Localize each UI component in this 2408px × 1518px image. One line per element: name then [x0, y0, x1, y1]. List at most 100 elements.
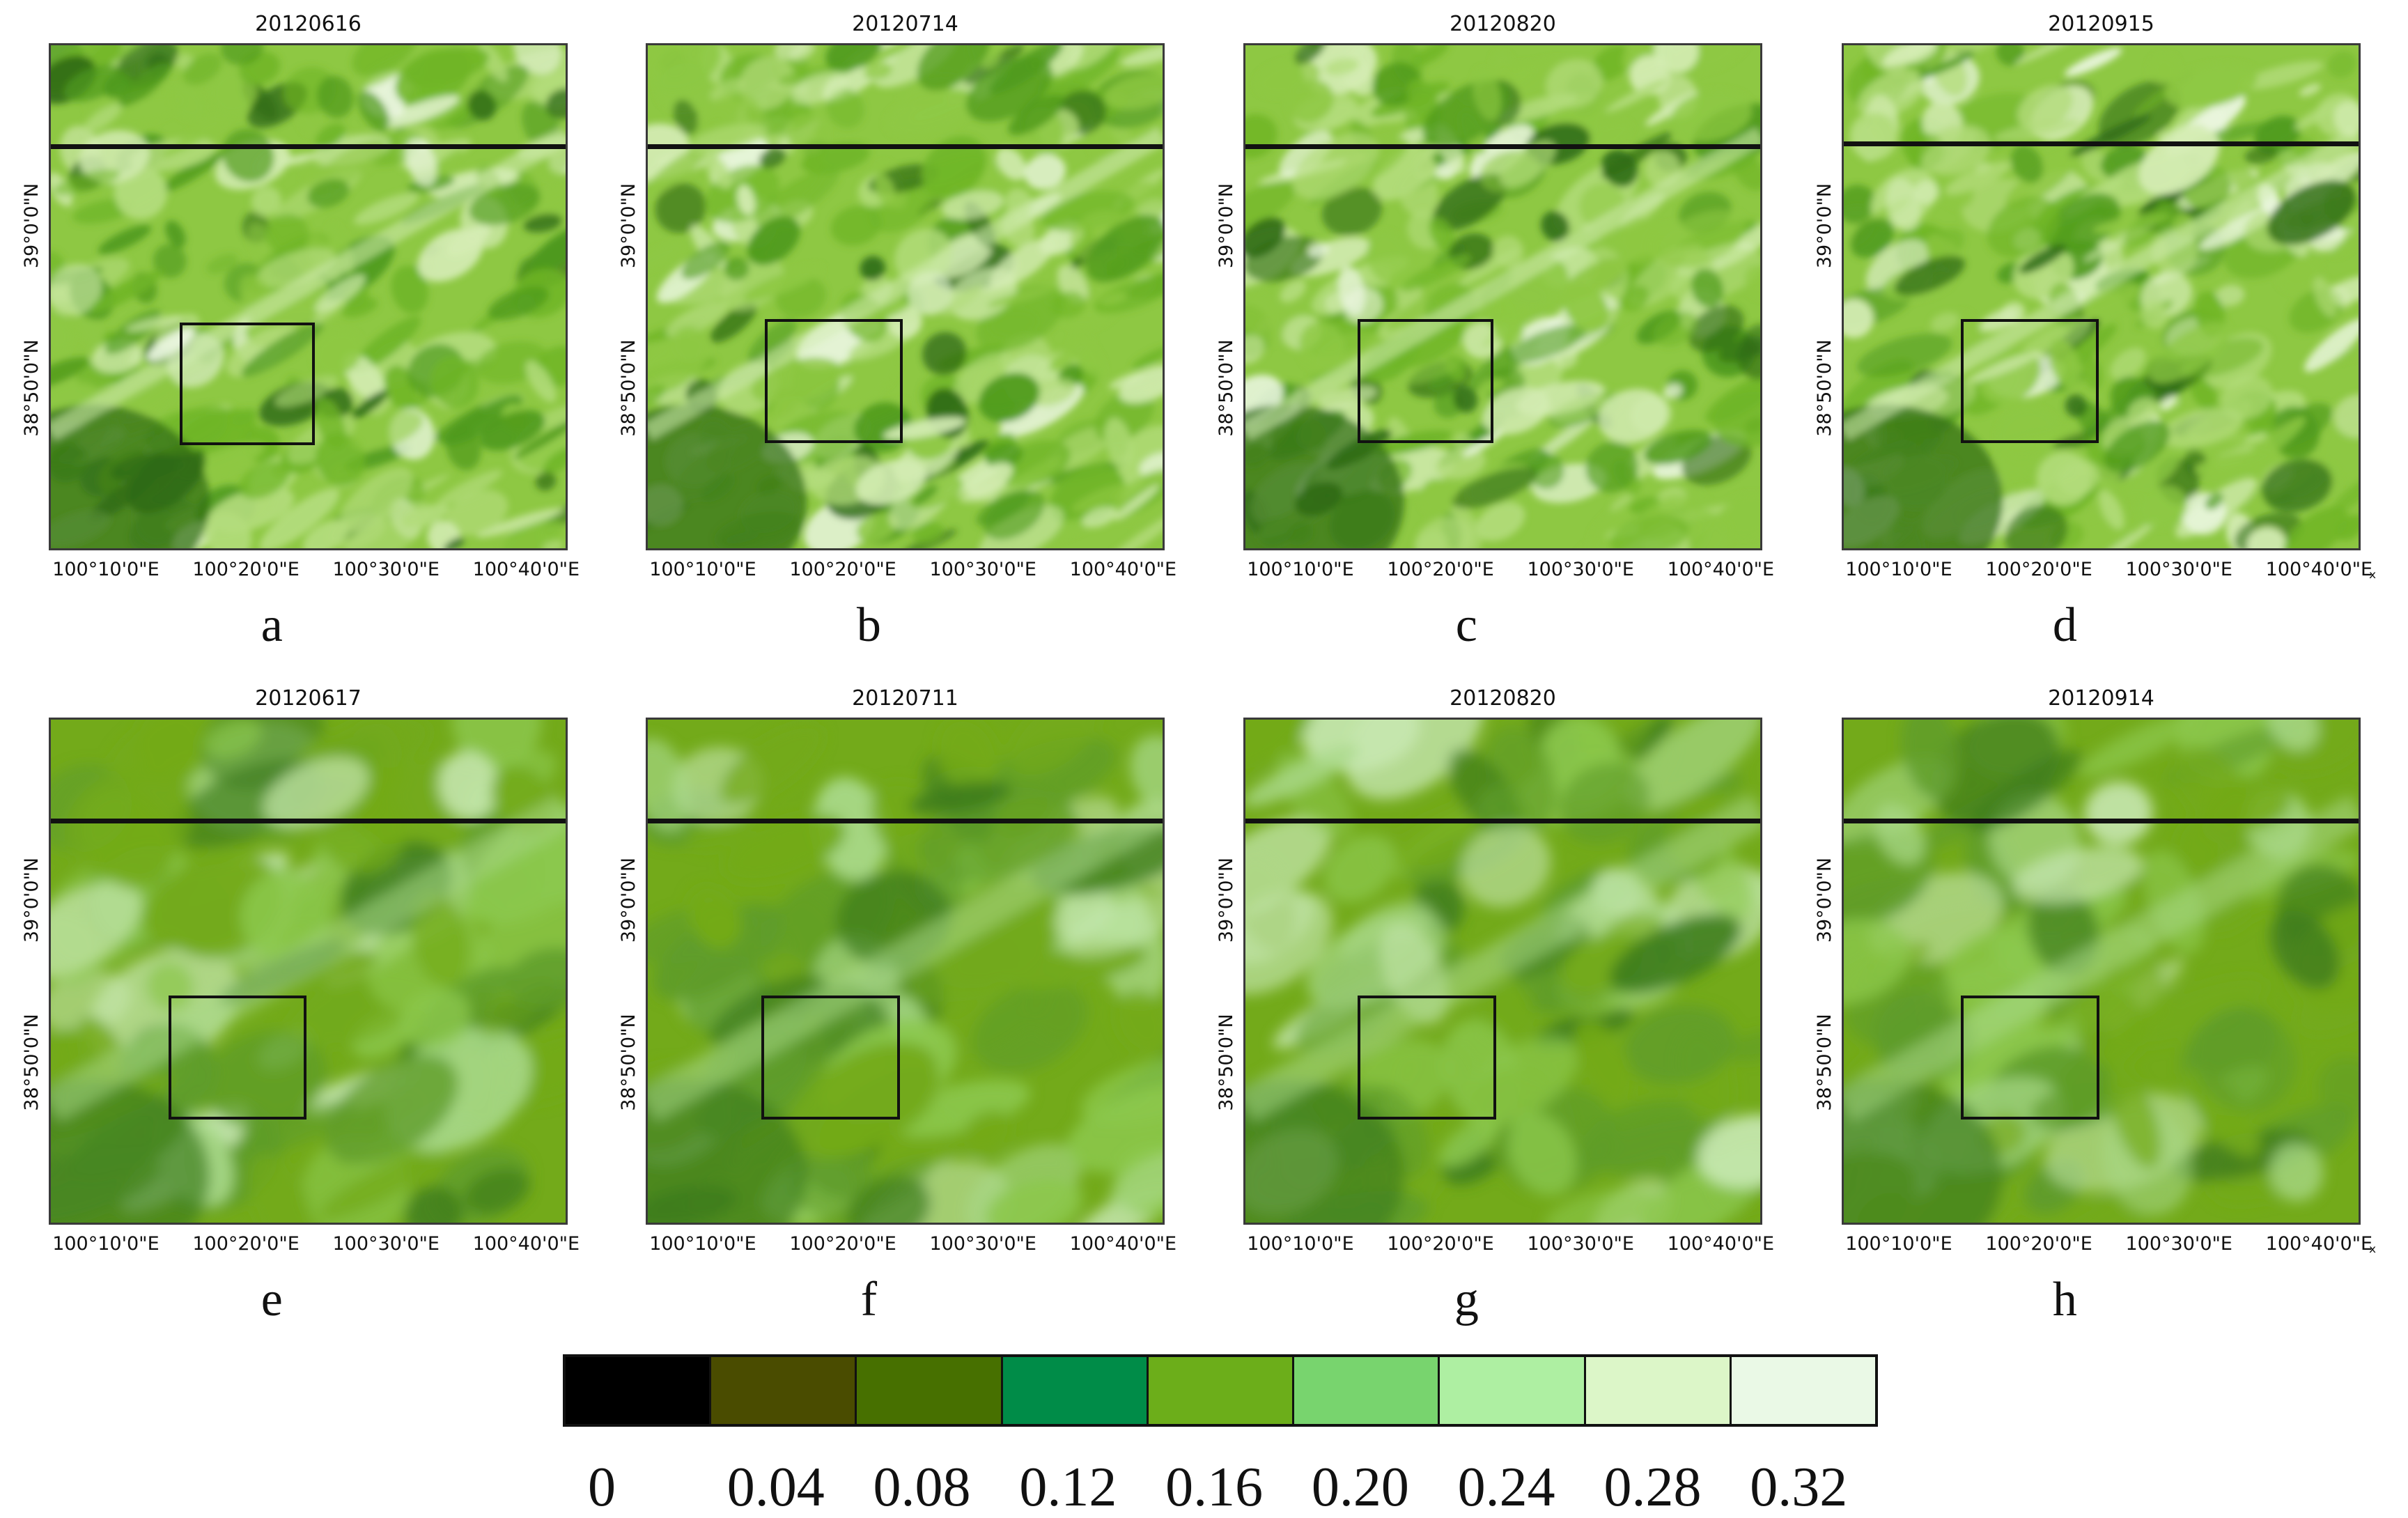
lat-tick-label: 39°0'0"N	[618, 857, 639, 943]
lon-tick-label: 100°30'0"E	[929, 559, 1036, 580]
lat-tick-label: 38°50'0"N	[618, 1014, 639, 1111]
colorbar-swatch	[711, 1357, 857, 1424]
lat-tick-label: 39°0'0"N	[1215, 183, 1237, 269]
boundary-line	[1245, 819, 1760, 823]
lon-tick-label: 100°20'0"E	[1985, 559, 2092, 580]
map-raster-b	[648, 45, 1163, 548]
lon-tick-label: 100°30'0"E	[929, 1233, 1036, 1255]
study-area-box	[1961, 996, 2099, 1120]
lon-tick-label: 100°10'0"E	[1247, 1233, 1354, 1255]
lon-tick-label: 100°20'0"E	[1387, 1233, 1494, 1255]
panel-title-a: 20120616	[255, 12, 362, 36]
lon-tick-label: 100°40'0"E	[1667, 1233, 1775, 1255]
map-raster-f	[648, 720, 1163, 1223]
lon-tick-label: 100°10'0"E	[52, 559, 160, 580]
lat-tick-label: 38°50'0"N	[21, 1014, 42, 1111]
map-panel-c	[1243, 43, 1762, 550]
lat-tick-label: 38°50'0"N	[618, 339, 639, 437]
lon-tick-label: 100°40'0"E	[1667, 559, 1775, 580]
lon-tick-label: 100°40'0"E	[2265, 1233, 2373, 1255]
panel-title-c: 20120820	[1450, 12, 1556, 36]
lon-tick-label: 100°30'0"E	[2125, 1233, 2232, 1255]
lon-tick-label: 100°20'0"E	[192, 1233, 300, 1255]
colorbar-tick-label: 0.28	[1603, 1457, 1702, 1518]
boundary-line	[51, 144, 566, 149]
panel-letter-e: e	[261, 1273, 283, 1326]
study-area-box	[761, 996, 900, 1120]
study-area-box	[1358, 996, 1496, 1120]
lat-tick-label: 39°0'0"N	[1814, 183, 1835, 269]
lat-tick-label: 39°0'0"N	[618, 183, 639, 269]
boundary-line	[648, 819, 1163, 823]
colorbar-tick-label: 0.04	[727, 1457, 825, 1518]
study-area-box	[180, 323, 315, 445]
map-raster-c	[1245, 45, 1760, 548]
lon-tick-label: 100°30'0"E	[1527, 1233, 1634, 1255]
colorbar-swatch	[1440, 1357, 1586, 1424]
panel-letter-b: b	[856, 598, 881, 652]
colorbar-tick-label: 0.24	[1457, 1457, 1555, 1518]
colorbar-tick-label: 0.08	[873, 1457, 971, 1518]
boundary-line	[648, 144, 1163, 149]
study-area-box	[169, 996, 306, 1120]
map-panel-g	[1243, 718, 1762, 1225]
lon-tick-label: 100°10'0"E	[1845, 559, 1952, 580]
colorbar-tick-label: 0.12	[1019, 1457, 1117, 1518]
panel-title-h: 20120914	[2048, 686, 2154, 711]
lat-tick-label: 38°50'0"N	[1814, 1014, 1835, 1111]
lon-tick-label: 100°40'0"E	[1069, 559, 1177, 580]
stray-mark: ₓ	[2368, 1236, 2377, 1257]
lon-tick-label: 100°30'0"E	[2125, 559, 2232, 580]
map-raster-a	[51, 45, 566, 548]
lat-tick-label: 39°0'0"N	[1814, 857, 1835, 943]
map-panel-e	[49, 718, 568, 1225]
colorbar-swatch	[1294, 1357, 1440, 1424]
panel-title-b: 20120714	[852, 12, 958, 36]
map-raster-h	[1844, 720, 2359, 1223]
lon-tick-label: 100°20'0"E	[789, 1233, 896, 1255]
boundary-line	[1245, 144, 1760, 149]
lat-tick-label: 38°50'0"N	[1215, 339, 1237, 437]
lon-tick-label: 100°40'0"E	[1069, 1233, 1177, 1255]
colorbar-swatch	[1002, 1357, 1149, 1424]
colorbar-swatch	[857, 1357, 1003, 1424]
colorbar	[563, 1354, 1878, 1427]
panel-letter-a: a	[261, 598, 283, 652]
colorbar-swatch	[1585, 1357, 1732, 1424]
lon-tick-label: 100°30'0"E	[332, 559, 440, 580]
lon-tick-label: 100°20'0"E	[1985, 1233, 2092, 1255]
study-area-box	[1961, 319, 2099, 443]
colorbar-tick-label: 0	[588, 1457, 616, 1518]
boundary-line	[1844, 141, 2359, 146]
lon-tick-label: 100°40'0"E	[472, 1233, 580, 1255]
boundary-line	[51, 819, 566, 823]
map-panel-f	[646, 718, 1165, 1225]
lat-tick-label: 39°0'0"N	[21, 857, 42, 943]
lat-tick-label: 38°50'0"N	[21, 339, 42, 437]
colorbar-tick-label: 0.32	[1750, 1457, 1848, 1518]
lon-tick-label: 100°10'0"E	[1247, 559, 1354, 580]
lon-tick-label: 100°30'0"E	[1527, 559, 1634, 580]
panel-letter-d: d	[2052, 598, 2077, 652]
panel-letter-c: c	[1455, 598, 1477, 652]
stray-mark: ₓ	[2368, 561, 2377, 583]
study-area-box	[1358, 319, 1493, 443]
panel-letter-h: h	[2052, 1273, 2077, 1326]
lon-tick-label: 100°30'0"E	[332, 1233, 440, 1255]
lon-tick-label: 100°40'0"E	[472, 559, 580, 580]
panel-title-e: 20120617	[255, 686, 362, 711]
lat-tick-label: 38°50'0"N	[1215, 1014, 1237, 1111]
colorbar-swatch	[1731, 1357, 1875, 1424]
colorbar-swatch	[1148, 1357, 1295, 1424]
study-area-box	[765, 319, 903, 443]
lon-tick-label: 100°10'0"E	[1845, 1233, 1952, 1255]
lat-tick-label: 39°0'0"N	[21, 183, 42, 269]
map-panel-h	[1842, 718, 2361, 1225]
panel-title-d: 20120915	[2048, 12, 2154, 36]
lon-tick-label: 100°10'0"E	[649, 559, 756, 580]
colorbar-tick-label: 0.16	[1165, 1457, 1264, 1518]
panel-letter-g: g	[1454, 1273, 1479, 1326]
panel-title-f: 20120711	[852, 686, 958, 711]
map-panel-d	[1842, 43, 2361, 550]
lon-tick-label: 100°20'0"E	[789, 559, 896, 580]
